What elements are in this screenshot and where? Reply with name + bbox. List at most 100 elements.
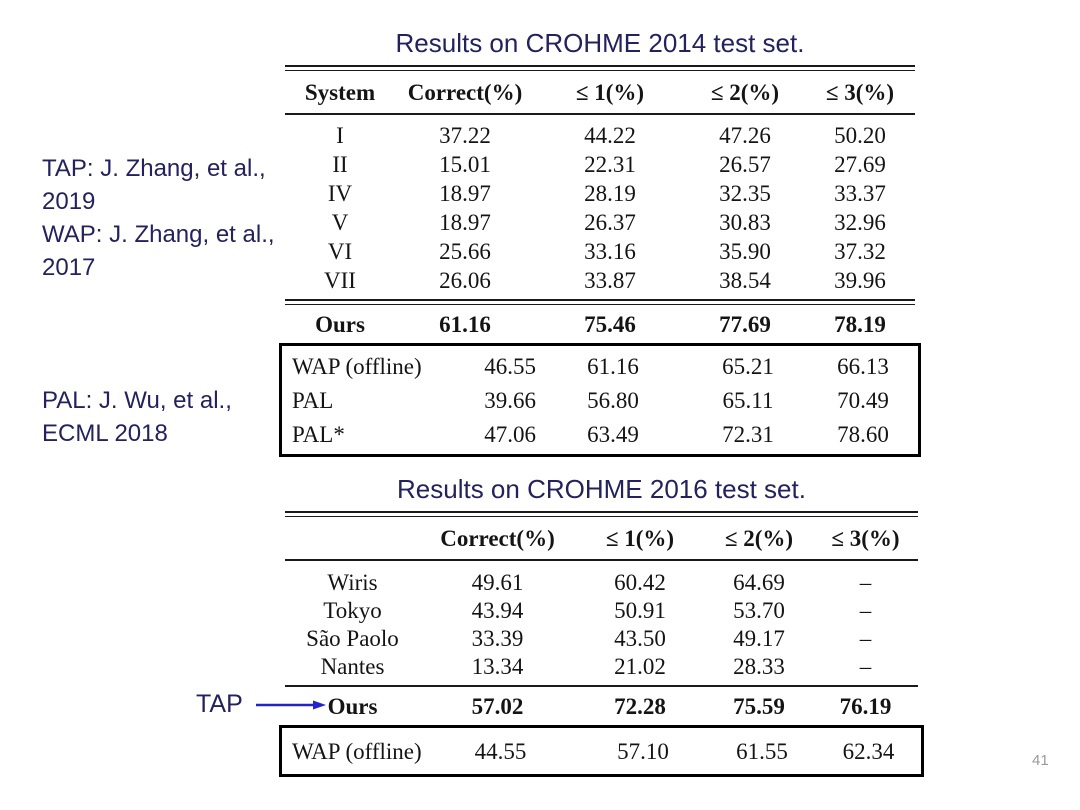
table-cell: V xyxy=(331,210,349,235)
table-cell: 15.01 xyxy=(439,152,491,177)
table-row-wiris: Wiris 49.61 60.42 64.69 – xyxy=(285,568,918,596)
table-cell: 60.42 xyxy=(614,569,666,595)
table-cell: São Paolo xyxy=(306,625,399,651)
column-header: ≤ 2(%) xyxy=(724,525,794,551)
table-cell: 63.49 xyxy=(587,421,639,447)
table-cell: II xyxy=(332,152,348,177)
table-2014-title: Results on CROHME 2014 test set. xyxy=(395,28,805,58)
table-cell: 35.90 xyxy=(719,239,771,264)
column-header: ≤ 1(%) xyxy=(575,79,645,105)
table-rule xyxy=(285,685,918,687)
table-cell: Ours xyxy=(315,311,365,337)
table-cell: – xyxy=(859,597,872,623)
table-cell: 78.19 xyxy=(834,311,886,337)
table-cell: 76.19 xyxy=(839,693,892,719)
note-line: PAL: J. Wu, et al., xyxy=(42,387,232,414)
column-header: System xyxy=(304,79,376,105)
table-cell: 66.13 xyxy=(837,353,889,379)
table-cell: 50.20 xyxy=(834,123,886,148)
table-cell: 61.16 xyxy=(587,353,639,379)
table-cell: – xyxy=(859,625,872,651)
table-cell: 61.55 xyxy=(736,738,788,764)
column-header: ≤ 3(%) xyxy=(825,79,895,105)
table-row-system-IV: IV 18.97 28.19 32.35 33.37 xyxy=(285,179,915,208)
table-cell: 28.19 xyxy=(584,181,636,206)
table-cell: 57.02 xyxy=(471,693,524,719)
column-header: Correct(%) xyxy=(440,525,555,551)
table-cell: 72.28 xyxy=(614,693,666,719)
table-rule xyxy=(285,511,918,517)
table-cell: 72.31 xyxy=(722,421,774,447)
table-cell: 13.34 xyxy=(471,653,524,679)
page-number: 41 xyxy=(1032,752,1049,769)
table-cell: 30.83 xyxy=(719,210,771,235)
table-cell: 26.57 xyxy=(719,152,771,177)
table-row-ours-2014: Ours 61.16 75.46 77.69 78.19 xyxy=(285,305,915,343)
table-cell: 28.33 xyxy=(733,653,785,679)
table-cell: 64.69 xyxy=(733,569,785,595)
table-cell: 32.35 xyxy=(719,181,771,206)
table-2016-header-row: Correct(%) ≤ 1(%) ≤ 2(%) ≤ 3(%) xyxy=(285,517,918,559)
note-tap-wap-citation: TAP: J. Zhang, et al., 2019 WAP: J. Zhan… xyxy=(42,152,275,284)
highlight-box-2014: WAP (offline) 46.55 61.16 65.21 66.13 PA… xyxy=(279,343,921,457)
table-cell: 47.06 xyxy=(484,421,536,447)
table-cell: 33.16 xyxy=(584,239,636,264)
table-cell: 37.22 xyxy=(439,123,491,148)
column-header: ≤ 2(%) xyxy=(710,79,780,105)
table-cell: – xyxy=(859,569,872,595)
table-cell: 33.39 xyxy=(471,625,524,651)
table-cell: 27.69 xyxy=(834,152,886,177)
table-cell: Wiris xyxy=(327,569,378,595)
table-2016-title: Results on CROHME 2016 test set. xyxy=(397,474,806,504)
table-cell: 26.37 xyxy=(584,210,636,235)
table-crohme-2014: Results on CROHME 2014 test set. System … xyxy=(279,28,921,457)
table-cell: VI xyxy=(327,239,353,264)
table-cell: 65.11 xyxy=(722,387,774,413)
table-cell: 39.96 xyxy=(834,268,886,293)
table-cell: 26.06 xyxy=(439,268,491,293)
table-row-ours-2016: Ours 57.02 72.28 75.59 76.19 xyxy=(285,687,918,725)
table-cell: 77.69 xyxy=(719,311,771,337)
table-cell: 47.26 xyxy=(719,123,771,148)
column-header: Correct(%) xyxy=(407,79,523,105)
highlight-box-2016: WAP (offline) 44.55 57.10 61.55 62.34 xyxy=(279,725,924,777)
table-cell: 46.55 xyxy=(484,353,536,379)
table-crohme-2016: Results on CROHME 2016 test set. Correct… xyxy=(279,474,924,777)
table-cell: 62.34 xyxy=(842,738,895,764)
table-cell: 56.80 xyxy=(587,387,639,413)
table-cell: 33.87 xyxy=(584,268,636,293)
table-row-sao-paolo: São Paolo 33.39 43.50 49.17 – xyxy=(285,624,918,652)
table-cell: 78.60 xyxy=(837,421,889,447)
table-row-system-VII: VII 26.06 33.87 38.54 39.96 xyxy=(285,266,915,295)
column-header: ≤ 3(%) xyxy=(831,525,900,551)
table-cell: 65.21 xyxy=(722,353,774,379)
table-cell: Tokyo xyxy=(323,597,382,623)
table-row-pal: PAL 39.66 56.80 65.11 70.49 xyxy=(288,383,912,417)
table-cell: IV xyxy=(327,181,353,206)
table-rule xyxy=(285,559,918,561)
column-header: ≤ 1(%) xyxy=(605,525,675,551)
arrow-right-icon xyxy=(255,700,326,709)
note-line: 2017 xyxy=(42,254,96,281)
table-row-wap-offline-2016: WAP (offline) 44.55 57.10 61.55 62.34 xyxy=(288,731,915,771)
table-cell: 49.61 xyxy=(471,569,524,595)
table-row-system-I: I 37.22 44.22 47.26 50.20 xyxy=(285,121,915,150)
table-cell: VII xyxy=(324,268,356,293)
table-row-nantes: Nantes 13.34 21.02 28.33 – xyxy=(285,652,918,680)
table-cell: 75.59 xyxy=(733,693,785,719)
table-cell: 44.55 xyxy=(474,738,527,764)
table-cell: 21.02 xyxy=(614,653,666,679)
table-cell: 57.10 xyxy=(617,738,669,764)
table-cell: 44.22 xyxy=(584,123,636,148)
table-cell: 75.46 xyxy=(584,311,636,337)
note-line: TAP: J. Zhang, et al., xyxy=(42,155,266,182)
table-cell: 61.16 xyxy=(439,311,491,337)
note-pal-citation: PAL: J. Wu, et al., ECML 2018 xyxy=(42,384,232,450)
table-cell: 50.91 xyxy=(614,597,666,623)
table-cell: 37.32 xyxy=(834,239,886,264)
table-cell: 43.94 xyxy=(471,597,524,623)
table-row-wap-offline: WAP (offline) 46.55 61.16 65.21 66.13 xyxy=(288,349,912,383)
table-row-tokyo: Tokyo 43.94 50.91 53.70 – xyxy=(285,596,918,624)
table-rule xyxy=(285,65,915,71)
table-rule xyxy=(285,113,915,115)
